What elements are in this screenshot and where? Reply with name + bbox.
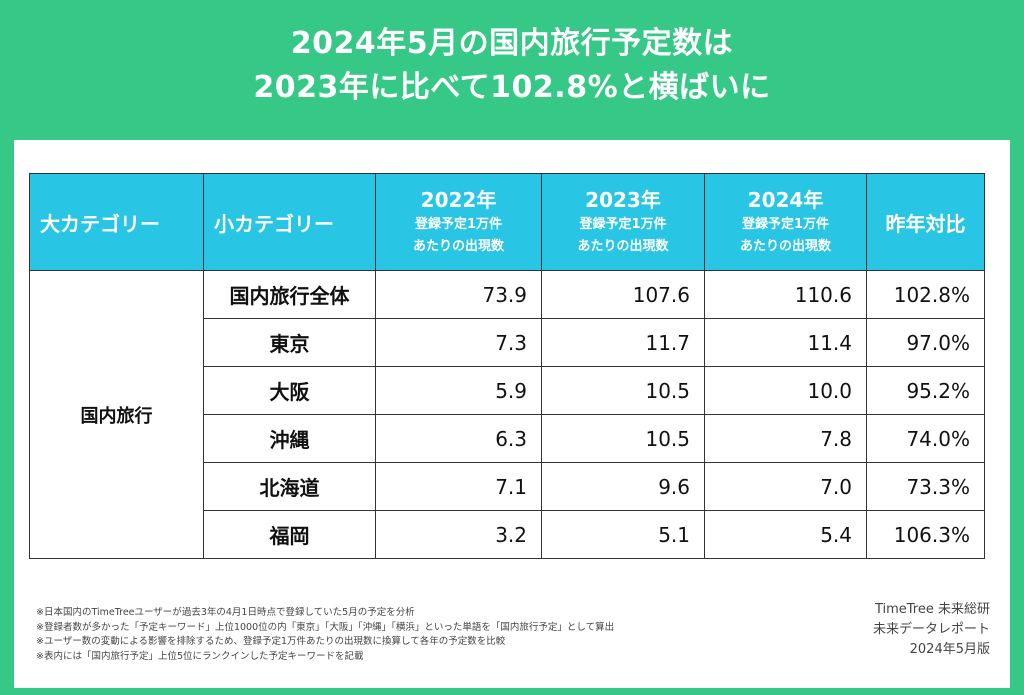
table-row: 北海道 7.1 9.6 7.0 73.3% xyxy=(30,462,985,511)
value-2022: 5.9 xyxy=(375,366,542,415)
table-row: 沖縄 6.3 10.5 7.8 74.0% xyxy=(30,414,985,463)
credit-edition: 2024年5月版 xyxy=(909,642,990,657)
value-2024: 7.0 xyxy=(704,462,867,511)
title-line-1: 2024年5月の国内旅行予定数は xyxy=(290,26,734,61)
footnotes: ※日本国内のTimeTreeユーザーが過去3年の4月1日時点で登録していた5月の… xyxy=(36,606,614,664)
row-name: 大阪 xyxy=(203,366,376,415)
footnote: ※ユーザー数の変動による影響を排除するため、登録予定1万件あたりの出現数に換算し… xyxy=(36,636,506,647)
value-ratio: 74.0% xyxy=(866,414,985,463)
row-name: 福岡 xyxy=(203,510,376,559)
header-year-2022: 2022年 登録予定1万件 あたりの出現数 xyxy=(375,173,542,271)
value-2023: 107.6 xyxy=(541,270,705,319)
value-ratio: 106.3% xyxy=(866,510,985,559)
header-year-label: 2023年 xyxy=(585,188,661,212)
credit-report: 未来データレポート xyxy=(872,622,990,637)
value-2022: 73.9 xyxy=(375,270,542,319)
value-ratio: 73.3% xyxy=(866,462,985,511)
footnote: ※表内には「国内旅行予定」上位5位にランクインした予定キーワードを記載 xyxy=(36,650,364,662)
big-category-cell: 国内旅行 xyxy=(29,270,204,559)
header-year-sub2: あたりの出現数 xyxy=(412,239,504,254)
table-row: 福岡 3.2 5.1 5.4 106.3% xyxy=(30,510,985,559)
value-2023: 11.7 xyxy=(541,318,705,367)
credit-org: TimeTree 未来総研 xyxy=(874,602,990,617)
value-2024: 10.0 xyxy=(704,366,867,415)
row-name: 国内旅行全体 xyxy=(203,270,376,319)
value-2022: 3.2 xyxy=(375,510,542,559)
value-2022: 6.3 xyxy=(375,414,542,463)
value-2024: 7.8 xyxy=(704,414,867,463)
value-2022: 7.1 xyxy=(375,462,542,511)
header-year-sub1: 登録予定1万件 xyxy=(414,217,503,232)
header-ratio: 昨年対比 xyxy=(866,173,985,271)
value-2023: 9.6 xyxy=(541,462,705,511)
header-big-category: 大カテゴリー xyxy=(29,173,204,271)
header-year-2024: 2024年 登録予定1万件 あたりの出現数 xyxy=(704,173,867,271)
header-small-category: 小カテゴリー xyxy=(203,173,376,271)
header-year-2023: 2023年 登録予定1万件 あたりの出現数 xyxy=(541,173,705,271)
header-year-sub1: 登録予定1万件 xyxy=(579,217,667,232)
title-line-2: 2023年に比べて102.8%と横ばいに xyxy=(253,70,771,105)
value-2023: 10.5 xyxy=(541,366,705,415)
value-2024: 110.6 xyxy=(704,270,867,319)
row-name: 沖縄 xyxy=(203,414,376,463)
header-year-label: 2022年 xyxy=(420,188,497,212)
credit: TimeTree 未来総研 未来データレポート 2024年5月版 xyxy=(873,600,990,660)
value-ratio: 102.8% xyxy=(866,270,985,319)
report-card: 大カテゴリー 小カテゴリー 2022年 登録予定1万件 あたりの出現数 2023… xyxy=(14,140,1010,688)
value-ratio: 97.0% xyxy=(866,318,985,367)
header-year-sub1: 登録予定1万件 xyxy=(741,217,830,232)
row-name: 北海道 xyxy=(203,462,376,511)
header-year-label: 2024年 xyxy=(747,188,824,212)
footnote: ※日本国内のTimeTreeユーザーが過去3年の4月1日時点で登録していた5月の… xyxy=(36,607,415,618)
row-name: 東京 xyxy=(203,318,376,367)
table-row: 国内旅行 国内旅行全体 73.9 107.6 110.6 102.8% xyxy=(29,270,985,559)
value-2023: 10.5 xyxy=(541,414,705,463)
value-2024: 5.4 xyxy=(704,510,867,559)
header-year-sub2: あたりの出現数 xyxy=(577,239,669,254)
footnote: ※登録者数が多かった「予定キーワード」上位1000位の内「東京」「大阪」「沖縄」… xyxy=(36,621,615,633)
table-header-row: 大カテゴリー 小カテゴリー 2022年 登録予定1万件 あたりの出現数 2023… xyxy=(29,173,985,271)
page-title: 2024年5月の国内旅行予定数は 2023年に比べて102.8%と横ばいに xyxy=(0,22,1024,110)
value-2023: 5.1 xyxy=(541,510,705,559)
value-2024: 11.4 xyxy=(704,318,867,367)
value-2022: 7.3 xyxy=(375,318,542,367)
value-ratio: 95.2% xyxy=(866,366,985,415)
header-year-sub2: あたりの出現数 xyxy=(739,239,831,254)
data-table: 大カテゴリー 小カテゴリー 2022年 登録予定1万件 あたりの出現数 2023… xyxy=(29,173,985,559)
table-row: 大阪 5.9 10.5 10.0 95.2% xyxy=(30,366,985,415)
